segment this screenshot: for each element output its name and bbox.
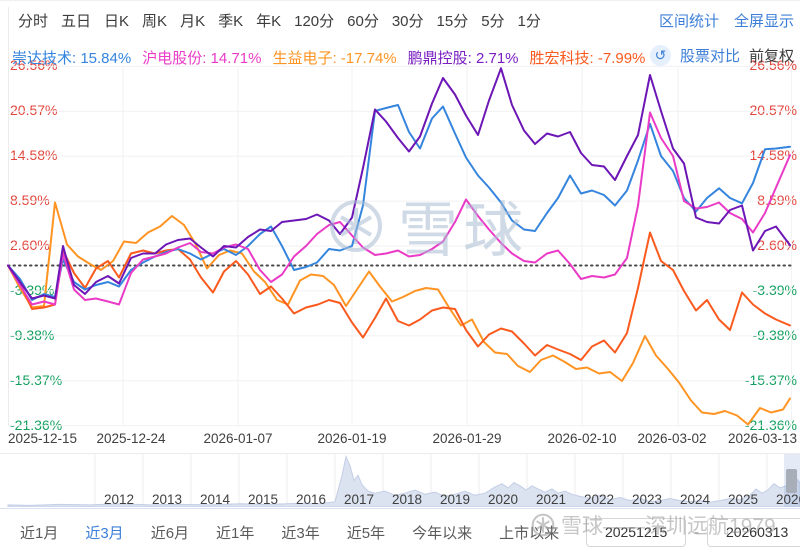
range-button[interactable]: 近3年: [281, 524, 320, 542]
y-axis-label: 8.59%: [10, 192, 50, 209]
x-axis-label: 2025-12-24: [96, 431, 166, 446]
series-line-沪电股份: [7, 111, 791, 306]
legend-item[interactable]: 沪电股份: 14.71%: [142, 50, 262, 67]
period-tab[interactable]: 30分: [391, 13, 424, 30]
period-tab[interactable]: 120分: [294, 13, 335, 30]
reset-compare-icon[interactable]: ↺: [649, 45, 671, 66]
range-button[interactable]: 今年以来: [412, 524, 473, 542]
period-tab[interactable]: 季K: [218, 13, 244, 30]
x-axis-label: 2026-03-13: [727, 431, 797, 446]
x-axis-label: 2026-01-29: [432, 431, 502, 446]
y-axis-label: 20.57%: [749, 102, 797, 119]
legend-item[interactable]: 鹏鼎控股: 2.71%: [407, 50, 519, 67]
series-line-胜宏科技: [7, 231, 791, 361]
period-tab[interactable]: 15分: [436, 13, 469, 30]
price-chart-canvas[interactable]: [0, 61, 800, 431]
y-axis-label: -15.37%: [744, 371, 797, 388]
legend-actions: ↺ 股票对比 前复权: [649, 45, 794, 66]
period-tab[interactable]: 日K: [104, 13, 130, 30]
y-axis-label: 26.56%: [749, 57, 797, 74]
end-date-input[interactable]: [707, 517, 800, 547]
y-axis-label: 26.56%: [10, 57, 58, 74]
legend-item[interactable]: 崇达技术: 15.84%: [12, 50, 132, 67]
legend-item[interactable]: 胜宏科技: -7.99%: [529, 50, 646, 67]
period-tab[interactable]: 60分: [347, 13, 379, 30]
period-toolbar: 分时 五日 日K 周K 月K 季K 年K 120分 60分 30分 15分 5分 1分: [18, 10, 541, 31]
y-axis-label: 8.59%: [757, 192, 797, 209]
y-axis-label: -15.37%: [10, 371, 63, 388]
x-axis-label: 2026-01-19: [317, 431, 387, 446]
toolbar-link[interactable]: 全屏显示: [733, 13, 794, 30]
y-axis-label: -3.39%: [752, 281, 797, 298]
y-axis-label: -9.38%: [10, 326, 55, 343]
series-line-鹏鼎控股: [7, 67, 791, 300]
period-tab[interactable]: 五日: [61, 13, 92, 30]
adjust-mode-button[interactable]: 前复权: [748, 48, 794, 65]
start-date-input[interactable]: [586, 517, 687, 547]
y-axis-label: 20.57%: [10, 102, 58, 119]
stock-compare-button[interactable]: 股票对比: [679, 48, 740, 65]
y-axis-label: -21.36%: [10, 416, 63, 433]
timeline-navigator[interactable]: [0, 453, 800, 509]
period-tab[interactable]: 周K: [142, 13, 168, 30]
period-tab[interactable]: 分时: [18, 13, 49, 30]
period-tab[interactable]: 5分: [481, 13, 505, 30]
timeline-sparkline: [7, 454, 800, 508]
toolbar-link[interactable]: 区间统计: [658, 13, 719, 30]
period-tab[interactable]: 年K: [256, 13, 282, 30]
range-button[interactable]: 近3月: [85, 524, 124, 542]
legend-row: 崇达技术: 15.84% 沪电股份: 14.71% 生益电子: -17.74% 鹏鼎控…: [12, 47, 645, 68]
range-buttons: 近1月 近3月 近6月 近1年 近3年 近5年 今年以来 上市以来: [20, 522, 559, 543]
range-button[interactable]: 近1月: [20, 524, 59, 542]
x-axis-label: 2025-12-15: [8, 431, 78, 446]
period-tab[interactable]: 月K: [180, 13, 206, 30]
legend-item[interactable]: 生益电子: -17.74%: [272, 50, 397, 67]
x-axis-label: 2026-02-10: [547, 431, 617, 446]
x-axis-label: 2026-03-02: [637, 431, 707, 446]
range-button[interactable]: 近1年: [216, 524, 255, 542]
y-axis-label: 2.60%: [10, 237, 50, 253]
history-area: [7, 454, 800, 508]
y-axis-label: -21.36%: [744, 416, 797, 433]
range-button[interactable]: 近5年: [346, 524, 386, 542]
x-axis-labels: 2025-12-15 2025-12-24 2026-01-07 2026-01-19…: [0, 431, 800, 449]
x-axis-label: 2026-01-07: [203, 431, 273, 446]
series-line-生益电子: [7, 201, 791, 426]
plot-left-border: [8, 7, 9, 61]
range-drag-handle[interactable]: [786, 469, 797, 493]
range-button[interactable]: 上市以来: [499, 524, 560, 542]
range-button[interactable]: 近6月: [150, 524, 190, 542]
range-bar: 近1月 近3月 近6月 近1年 近3年 近5年 今年以来 上市以来 -: [8, 515, 800, 549]
period-tab[interactable]: 1分: [517, 13, 541, 30]
y-axis-label: 14.58%: [10, 147, 58, 164]
y-axis-label: -9.38%: [752, 326, 797, 343]
toolbar-links: 区间统计 全屏显示: [659, 10, 794, 31]
date-range-fields: -: [586, 517, 800, 547]
date-range-separator: -: [694, 523, 700, 541]
